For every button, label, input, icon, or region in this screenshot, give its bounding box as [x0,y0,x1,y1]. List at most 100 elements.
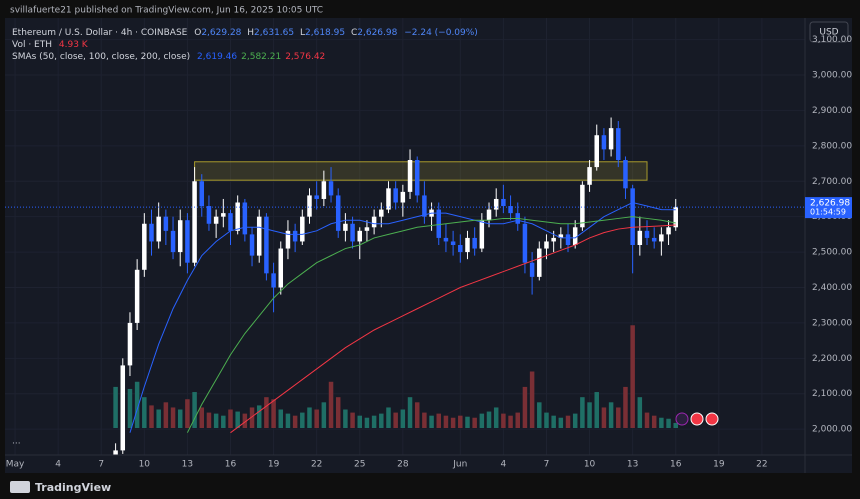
x-tick-label: 19 [268,460,280,470]
symbol: Ethereum / U.S. Dollar · 4h · COINBASE [12,28,188,38]
ohlc-label: H [247,28,254,38]
candle-body [379,209,384,217]
icon[interactable] [675,412,689,426]
candle-body [120,365,126,451]
brand: TradingView [35,481,111,494]
volume-bar [221,415,226,428]
candle-body [142,223,147,270]
candle-body [493,198,499,210]
volume-bar [558,417,564,428]
candle-body [163,216,169,231]
price-tag [805,197,852,219]
candle-body [644,230,650,238]
volume-bar [177,409,183,428]
candle-body [616,128,621,161]
volume-bar [450,417,456,428]
sma-value: 2,582.21 [241,52,281,62]
x-tick-label: 4 [501,460,507,470]
candle-body [149,223,154,242]
candle-body [637,230,643,245]
x-tick-label: 7 [98,460,104,470]
volume-bar [127,388,133,428]
x-tick-label: 16 [670,460,682,470]
y-tick-label: 2,200.00 [812,354,852,364]
volume-bar [249,407,255,428]
volume-bar [472,417,477,428]
y-tick-label: 2,300.00 [812,318,852,328]
volume-bar [659,417,664,428]
candle-body [264,216,269,274]
candle-body [501,198,506,207]
candle-body [537,248,542,277]
icon[interactable] [705,412,719,426]
candle-body [170,230,176,253]
volume-bar [529,371,535,428]
volume-bar [314,409,319,428]
candle-body [414,160,420,196]
candle-body [185,220,190,263]
volume-bar [328,381,334,428]
ohlc-value: 2,631.65 [254,28,294,38]
published-note: svillafuerte21 published on TradingView.… [10,6,323,16]
candle-body [242,202,248,235]
y-tick-label: 2,900.00 [812,106,852,116]
volume-bar [623,386,628,428]
candle-body [551,237,556,242]
countdown: 01:54:59 [810,208,846,217]
currency[interactable]: USD [819,28,838,38]
candle-body [285,230,291,249]
candle-body [328,181,334,196]
icon[interactable] [690,412,704,426]
currency-button[interactable] [809,21,849,43]
volume-bar [235,411,240,428]
more-button[interactable]: ... [12,437,21,447]
volume-bar [551,415,556,428]
candle-body [113,450,118,455]
candle-body [292,230,298,242]
volume-bar [479,413,485,428]
candle-body [300,216,305,242]
sma-line [186,216,676,433]
candle-body [565,234,571,245]
volume-bar [206,412,212,428]
volume-bar [170,407,176,428]
candle-body [580,184,585,228]
change: −2.24 (−0.09%) [404,28,478,38]
candle-body [228,213,233,231]
volume-bar [537,402,542,428]
candle-body [278,248,284,288]
volume-bar [400,409,406,428]
sma-line [129,201,676,433]
candle-body [357,230,363,242]
candle-body [307,195,312,217]
candle-body [587,167,592,185]
volume-bar [501,413,506,428]
volume-bar [292,415,298,428]
candle-body [386,188,391,210]
candle-body [256,216,262,256]
volume-bar [199,407,205,428]
volume-bar [508,415,513,428]
candle-body [127,322,133,366]
x-tick-label: 10 [584,460,596,470]
volume-bar [493,407,499,428]
candle-body [479,220,485,249]
volume-bar [142,397,147,428]
volume-bar [364,417,370,428]
x-tick-label: 16 [225,460,237,470]
candle-body [458,244,463,253]
volume-bar [544,412,549,428]
x-tick-label: 4 [55,460,61,470]
resistance-zone [194,161,648,181]
volume-bar [666,418,671,428]
volume-bar [422,412,427,428]
volume-bar [594,392,599,428]
y-tick-label: 2,100.00 [812,389,852,399]
volume-bar [256,405,262,428]
volume-bar [228,409,233,428]
candle-body [134,269,140,323]
candle-body [235,202,240,231]
y-tick-label: 2,700.00 [812,177,852,187]
volume-bar [163,402,169,428]
candle-body [271,273,276,288]
